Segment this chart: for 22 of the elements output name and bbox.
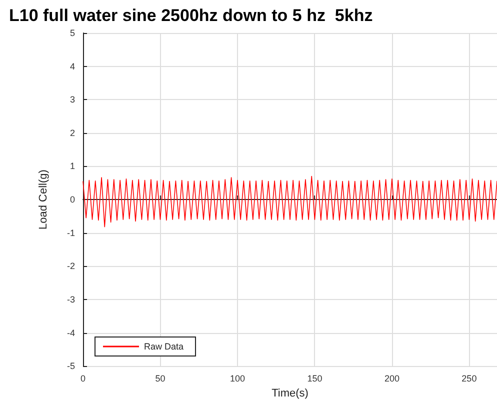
y-tick-label: 1	[70, 161, 75, 172]
chart-title: L10 full water sine 2500hz down to 5 hz 5khz	[9, 6, 373, 25]
y-tick-label: -3	[66, 294, 75, 304]
y-tick-label: -5	[66, 361, 75, 372]
y-tick-label: -4	[66, 328, 75, 338]
x-tick-label: 100	[230, 374, 245, 384]
line-series	[82, 176, 497, 228]
y-axis-title: Load Cell(g)	[38, 170, 50, 230]
x-tick-label: 200	[384, 374, 400, 384]
y-tick-label: 2	[70, 128, 75, 138]
x-tick-label: 150	[307, 374, 322, 384]
x-axis-title: Time(s)	[272, 388, 308, 400]
y-tick-label: 4	[70, 61, 75, 72]
y-tick-label: -2	[66, 261, 75, 272]
y-tick-label: 3	[70, 94, 75, 105]
y-tick-label: -1	[66, 228, 75, 238]
legend-label: Raw Data	[144, 342, 184, 352]
x-tick-label: 250	[462, 374, 477, 384]
y-tick-label: 0	[70, 194, 75, 205]
x-tick-label: 0	[80, 374, 86, 384]
y-tick-label: 5	[70, 28, 75, 38]
x-tick-label: 50	[155, 374, 166, 384]
